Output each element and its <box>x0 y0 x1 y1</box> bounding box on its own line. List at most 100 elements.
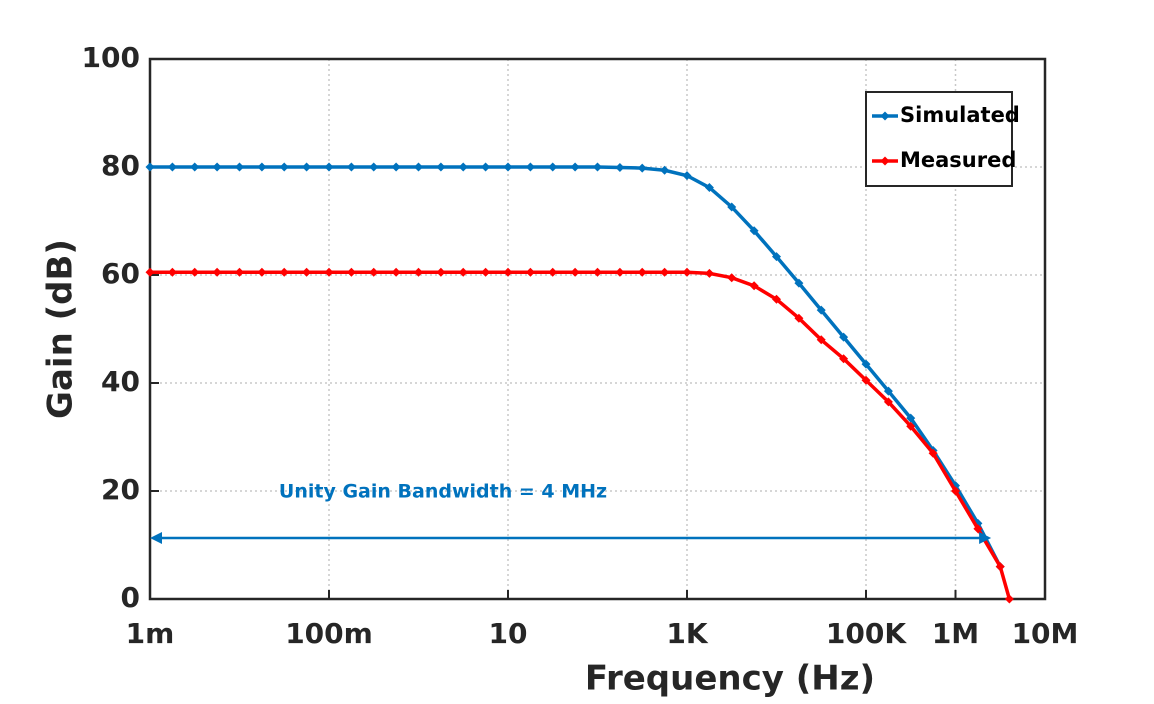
marker <box>167 267 177 277</box>
y-tick-label: 100 <box>82 41 140 74</box>
marker <box>346 162 356 172</box>
marker <box>369 267 379 277</box>
marker <box>682 171 692 181</box>
x-tick-label: 100m <box>285 617 373 650</box>
marker <box>615 163 625 173</box>
marker <box>906 413 916 423</box>
legend-marker <box>880 111 890 121</box>
marker <box>190 267 200 277</box>
marker <box>772 252 781 262</box>
marker <box>637 163 647 173</box>
marker <box>145 267 155 277</box>
marker <box>458 267 468 277</box>
marker <box>525 162 535 172</box>
y-tick-label: 0 <box>121 581 140 614</box>
marker <box>257 267 267 277</box>
marker <box>369 162 379 172</box>
x-tick-label: 100K <box>826 617 907 650</box>
marker <box>727 273 737 283</box>
marker <box>279 162 289 172</box>
marker <box>414 267 423 277</box>
x-tick-label: 10 <box>489 617 528 650</box>
marker <box>973 524 983 534</box>
marker <box>883 397 893 407</box>
legend-label: Simulated <box>900 103 1020 127</box>
marker <box>503 162 513 172</box>
marker <box>660 267 670 277</box>
marker <box>414 162 423 172</box>
plot-frame <box>148 57 1047 601</box>
y-tick-label: 80 <box>101 149 140 182</box>
marker <box>682 267 692 277</box>
marker <box>906 421 916 431</box>
marker <box>302 162 312 172</box>
marker <box>593 267 602 277</box>
marker <box>235 162 244 172</box>
marker <box>951 486 960 496</box>
marker <box>391 162 401 172</box>
x-axis-label: Frequency (Hz) <box>585 659 875 699</box>
marker <box>928 448 938 458</box>
marker <box>481 267 491 277</box>
x-tick-label: 1K <box>666 617 708 650</box>
marker <box>279 267 289 277</box>
arrow-head <box>979 531 992 544</box>
marker <box>883 386 893 396</box>
marker <box>324 267 334 277</box>
marker <box>436 162 446 172</box>
marker <box>704 268 714 278</box>
marker <box>570 162 580 172</box>
marker <box>637 267 647 277</box>
marker <box>704 183 714 193</box>
marker <box>1004 594 1014 604</box>
marker <box>749 281 759 291</box>
marker <box>593 162 602 172</box>
marker <box>346 267 356 277</box>
marker <box>861 375 871 385</box>
y-tick-label: 20 <box>101 473 140 506</box>
marker <box>749 226 759 236</box>
marker <box>324 162 334 172</box>
marker <box>816 305 826 315</box>
marker <box>839 354 849 364</box>
marker <box>995 562 1005 572</box>
marker <box>525 267 535 277</box>
marker <box>503 267 513 277</box>
y-tick-label: 40 <box>101 365 140 398</box>
marker <box>839 332 849 342</box>
marker <box>436 267 446 277</box>
marker <box>794 313 804 323</box>
legend-box <box>865 91 1013 187</box>
marker <box>660 165 670 175</box>
marker <box>615 267 625 277</box>
annotation-text: Unity Gain Bandwidth = 4 MHz <box>279 480 607 502</box>
x-tick-label: 1M <box>932 617 979 650</box>
marker <box>772 294 781 304</box>
marker <box>145 162 155 172</box>
marker <box>391 267 401 277</box>
arrow-head <box>150 531 162 544</box>
marker <box>190 162 200 172</box>
marker <box>212 162 222 172</box>
marker <box>727 202 737 212</box>
marker <box>570 267 580 277</box>
x-tick-label: 10M <box>1012 617 1079 650</box>
marker <box>235 267 244 277</box>
marker <box>481 162 491 172</box>
marker <box>212 267 222 277</box>
x-tick-label: 1m <box>126 617 175 650</box>
series-line <box>150 270 1012 600</box>
marker <box>458 162 468 172</box>
series-line <box>150 165 1002 568</box>
marker <box>167 162 177 172</box>
marker <box>257 162 267 172</box>
marker <box>548 267 558 277</box>
legend-marker <box>880 156 890 166</box>
y-axis-label: Gain (dB) <box>41 239 81 419</box>
marker <box>548 162 558 172</box>
legend-label: Measured <box>900 148 1016 172</box>
marker <box>816 335 826 345</box>
y-tick-label: 60 <box>101 257 140 290</box>
marker <box>794 278 804 288</box>
